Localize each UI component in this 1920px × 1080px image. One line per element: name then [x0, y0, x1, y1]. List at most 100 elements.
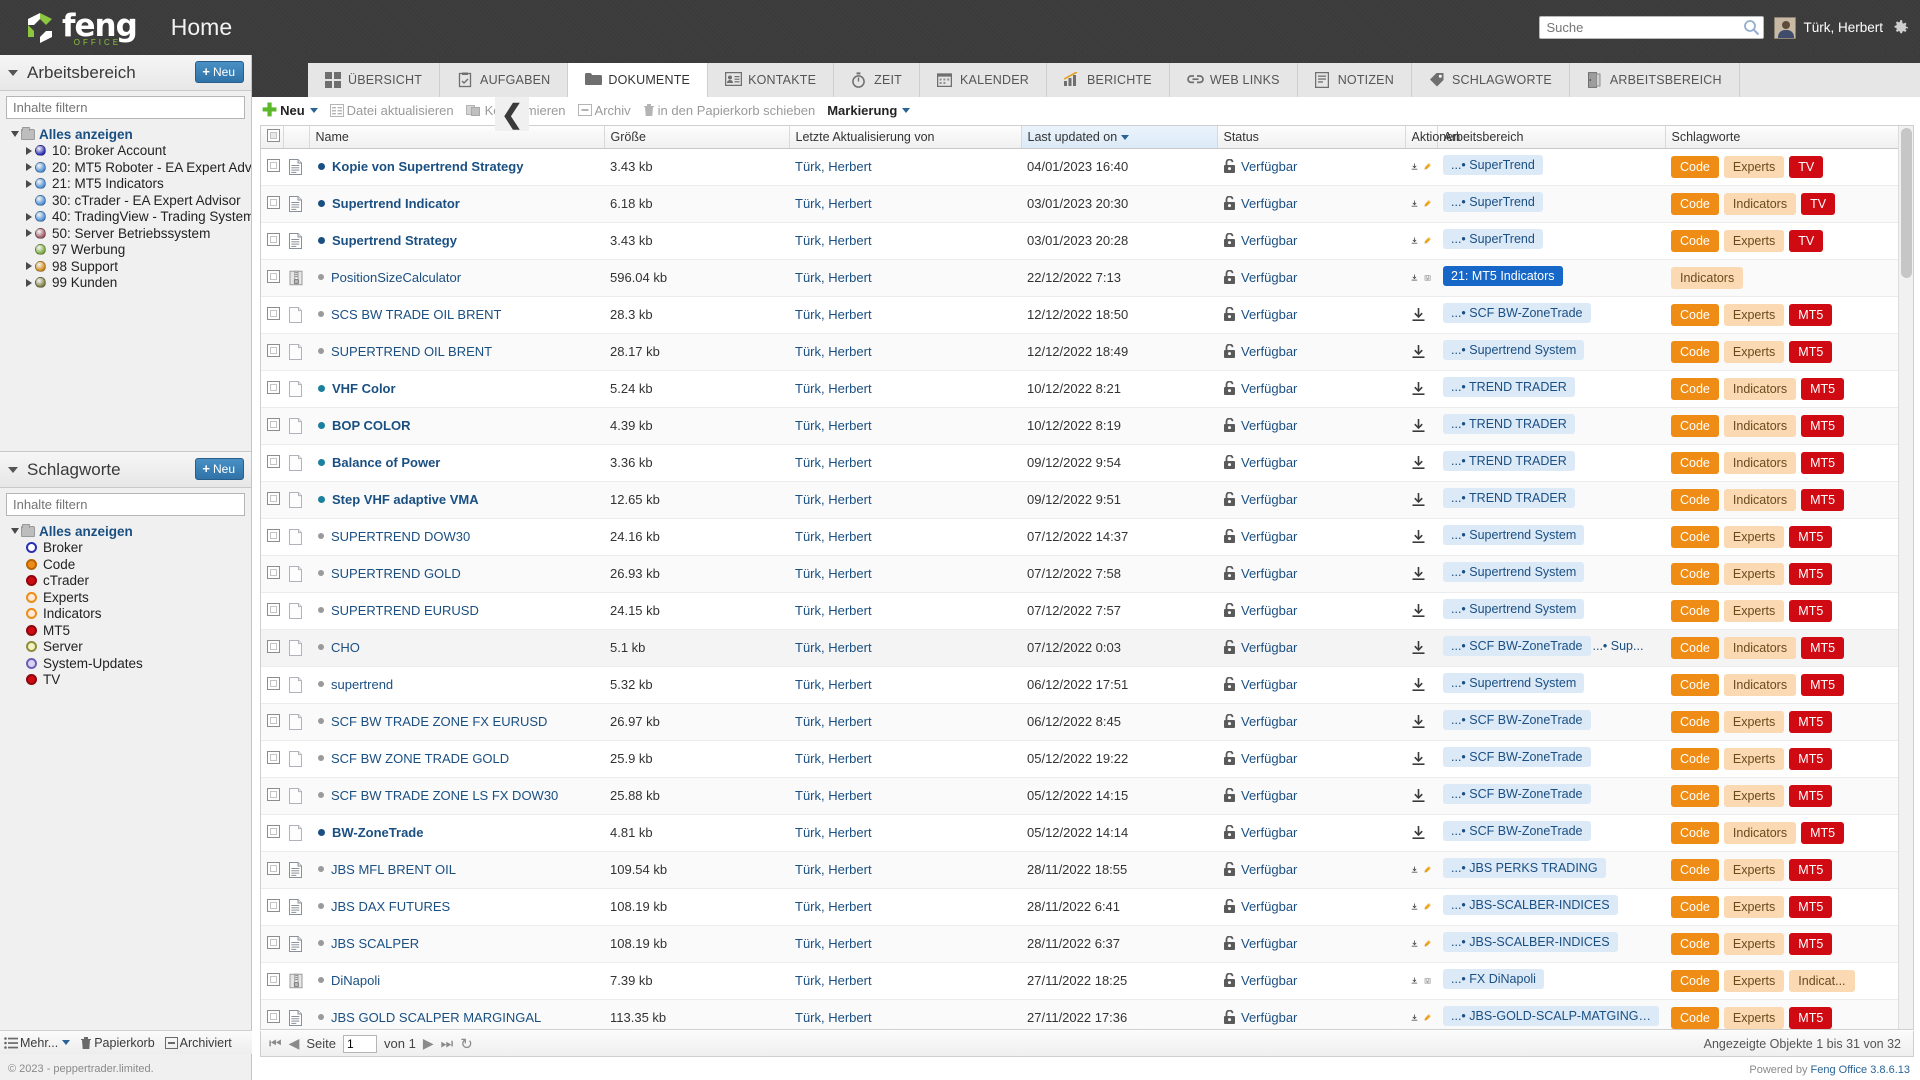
workspace-item[interactable]: 50: Server Betriebssystem — [0, 225, 251, 242]
row-name-cell[interactable]: VHF Color — [309, 370, 604, 408]
tags-tree-root[interactable]: Alles anzeigen — [0, 523, 251, 540]
row-tags-cell[interactable]: Code Experts MT5 — [1665, 925, 1913, 963]
row-name-cell[interactable]: Balance of Power — [309, 444, 604, 482]
sidebar-collapse-button[interactable]: ❮ — [495, 97, 529, 131]
row-name-cell[interactable]: PositionSizeCalculator — [309, 259, 604, 297]
row-workspace-cell[interactable]: ...• Supertrend System — [1437, 555, 1665, 593]
row-name-cell[interactable]: Kopie von Supertrend Strategy — [309, 148, 604, 186]
col-size[interactable]: Größe — [604, 126, 790, 149]
row-checkbox[interactable] — [267, 1009, 280, 1023]
tag-badge[interactable]: Experts — [1723, 1006, 1785, 1029]
first-page-icon[interactable]: ⏮ — [269, 1035, 282, 1051]
new-tag-button[interactable]: + Neu — [195, 458, 244, 480]
more-menu-button[interactable]: Mehr... — [4, 1036, 71, 1050]
row-select-cell[interactable] — [261, 851, 283, 889]
tag-item[interactable]: Broker — [0, 540, 251, 557]
row-tags-cell[interactable]: Code Experts MT5 — [1665, 555, 1913, 593]
workspace-extra-label[interactable]: ...• Sup... — [1592, 639, 1644, 653]
row-select-cell[interactable] — [261, 333, 283, 371]
expand-toggle[interactable] — [22, 146, 35, 155]
workspace-item[interactable]: 98 Support — [0, 258, 251, 275]
row-checkbox[interactable] — [267, 898, 280, 912]
tag-badge[interactable]: Code — [1671, 340, 1719, 363]
tag-badge[interactable]: Code — [1671, 192, 1719, 215]
updated-by-link[interactable]: Türk, Herbert — [795, 899, 872, 914]
tab-kalender[interactable]: KALENDER — [920, 63, 1047, 97]
chevron-down-icon[interactable] — [8, 466, 18, 473]
row-workspace-cell[interactable]: ...• SCF BW-ZoneTrade — [1437, 740, 1665, 778]
row-checkbox[interactable] — [267, 861, 280, 875]
row-checkbox[interactable] — [267, 528, 280, 542]
tag-badge[interactable]: MT5 — [1801, 451, 1845, 474]
table-row[interactable]: SCF BW TRADE ZONE FX EURUSD 26.97 kb Türk,… — [261, 703, 1913, 741]
row-action-icons[interactable] — [1411, 899, 1431, 914]
updated-by-link[interactable]: Türk, Herbert — [795, 455, 872, 470]
updated-by-link[interactable]: Türk, Herbert — [795, 418, 872, 433]
row-workspace-cell[interactable]: ...• Supertrend System — [1437, 333, 1665, 371]
row-actions-cell[interactable] — [1405, 814, 1437, 852]
tag-badge[interactable]: TV — [1789, 229, 1824, 252]
tag-badge[interactable]: Indicators — [1671, 266, 1744, 289]
workspace-panel-header[interactable]: Arbeitsbereich + Neu — [0, 55, 251, 91]
tag-badge[interactable]: MT5 — [1789, 525, 1833, 548]
page-input[interactable] — [343, 1034, 378, 1053]
col-last-updated-on[interactable]: Last updated on — [1021, 126, 1218, 149]
workspace-badge[interactable]: ...• SCF BW-ZoneTrade — [1443, 821, 1591, 841]
tab-kontakte[interactable]: KONTAKTE — [708, 63, 835, 97]
row-workspace-cell[interactable]: ...• SuperTrend — [1437, 222, 1665, 260]
chevron-down-icon[interactable] — [8, 69, 18, 76]
row-name-cell[interactable]: SUPERTREND OIL BRENT — [309, 333, 604, 371]
table-row[interactable]: SCF BW ZONE TRADE GOLD 25.9 kb Türk, Herbe… — [261, 740, 1913, 778]
document-name-link[interactable]: SUPERTREND GOLD — [331, 566, 461, 581]
row-actions-cell[interactable] — [1405, 592, 1437, 630]
document-name-link[interactable]: JBS DAX FUTURES — [331, 899, 451, 914]
workspace-item[interactable]: 97 Werbung — [0, 242, 251, 259]
tag-badge[interactable]: Code — [1671, 229, 1719, 252]
workspace-item[interactable]: 10: Broker Account — [0, 143, 251, 160]
table-row[interactable]: JBS SCALPER 108.19 kb Türk, Herbert 28/11/2… — [261, 925, 1913, 963]
tag-item[interactable]: cTrader — [0, 573, 251, 590]
row-select-cell[interactable] — [261, 444, 283, 482]
row-name-cell[interactable]: SCS BW TRADE OIL BRENT — [309, 296, 604, 334]
row-checkbox[interactable] — [267, 935, 280, 949]
row-actions-cell[interactable] — [1405, 333, 1437, 371]
tag-badge[interactable]: Indicators — [1723, 821, 1797, 844]
workspace-badge[interactable]: ...• Supertrend System — [1443, 562, 1585, 582]
row-tags-cell[interactable]: Code Indicators MT5 — [1665, 814, 1913, 852]
row-action-icons[interactable] — [1411, 492, 1431, 507]
tag-badge[interactable]: Code — [1671, 451, 1719, 474]
row-checkbox[interactable] — [267, 676, 280, 690]
tag-badge[interactable]: Indicators — [1723, 414, 1797, 437]
expand-toggle[interactable] — [8, 528, 21, 535]
tag-badge[interactable]: Code — [1671, 821, 1719, 844]
tag-badge[interactable]: Code — [1671, 673, 1719, 696]
tag-badge[interactable]: Experts — [1723, 969, 1785, 992]
tag-badge[interactable]: Experts — [1723, 340, 1785, 363]
scrollbar-thumb[interactable] — [1901, 128, 1912, 278]
row-tags-cell[interactable]: Code Indicators MT5 — [1665, 481, 1913, 519]
table-row[interactable]: BW-ZoneTrade 4.81 kb Türk, Herbert 05/12/20… — [261, 814, 1913, 852]
row-select-cell[interactable] — [261, 296, 283, 334]
row-workspace-cell[interactable]: ...• JBS PERKS TRADING — [1437, 851, 1665, 889]
workspace-item[interactable]: 21: MT5 Indicators — [0, 176, 251, 193]
new-workspace-button[interactable]: + Neu — [195, 61, 244, 83]
tag-badge[interactable]: Indicators — [1723, 488, 1797, 511]
workspace-badge[interactable]: ...• SuperTrend — [1443, 192, 1543, 212]
updated-by-link[interactable]: Türk, Herbert — [795, 936, 872, 951]
document-name-link[interactable]: PositionSizeCalculator — [331, 270, 462, 285]
tag-badge[interactable]: MT5 — [1789, 340, 1833, 363]
row-checkbox[interactable] — [267, 972, 280, 986]
row-tags-cell[interactable]: Code Indicators MT5 — [1665, 666, 1913, 704]
document-name-link[interactable]: JBS SCALPER — [331, 936, 420, 951]
row-actions-cell[interactable] — [1405, 518, 1437, 556]
document-name-link[interactable]: SUPERTREND DOW30 — [331, 529, 471, 544]
col-name[interactable]: Name — [309, 126, 605, 149]
row-actions-cell[interactable] — [1405, 222, 1437, 260]
workspace-badge[interactable]: ...• SuperTrend — [1443, 155, 1543, 175]
row-checkbox[interactable] — [267, 713, 280, 727]
row-actions-cell[interactable] — [1405, 296, 1437, 334]
row-tags-cell[interactable]: Code Experts Indicat... — [1665, 962, 1913, 1000]
row-actions-cell[interactable] — [1405, 703, 1437, 741]
document-name-link[interactable]: DiNapoli — [331, 973, 381, 988]
row-select-cell[interactable] — [261, 185, 283, 223]
